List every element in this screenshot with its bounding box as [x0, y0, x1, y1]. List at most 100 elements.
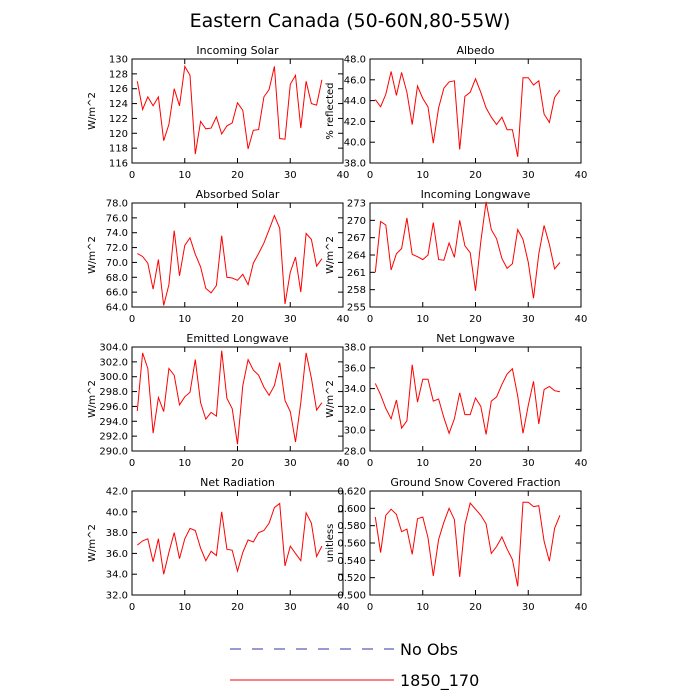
x-tick-label: 20 — [469, 314, 482, 325]
legend-label: 1850_170 — [400, 671, 479, 691]
y-tick-label: 292.0 — [99, 432, 128, 443]
y-tick-label: 116 — [109, 159, 128, 170]
x-tick-label: 30 — [284, 602, 297, 613]
y-tick-label: 42.0 — [344, 117, 366, 128]
y-tick-label: 36.0 — [344, 363, 366, 374]
plot-frame — [369, 202, 582, 308]
y-tick-label: 290.0 — [99, 447, 128, 458]
x-tick-label: 0 — [367, 602, 373, 613]
legend: No Obs 1850_170 — [230, 640, 479, 691]
series-line-1850_170 — [136, 502, 323, 575]
y-tick-label: 298.0 — [99, 387, 128, 398]
y-tick-label: 304.0 — [99, 343, 128, 354]
y-tick-label: 0.620 — [337, 487, 366, 498]
x-tick-label: 0 — [367, 458, 373, 469]
chart-main-title: Eastern Canada (50-60N,80-55W) — [190, 10, 511, 32]
x-tick-label: 0 — [129, 602, 135, 613]
y-axis-label: unitless — [325, 524, 336, 563]
y-tick-label: 0.580 — [337, 521, 366, 532]
y-axis-label: W/m^2 — [87, 524, 98, 562]
y-tick-label: 264 — [347, 251, 366, 262]
y-tick-label: 0.560 — [337, 539, 366, 550]
y-tick-label: 40.0 — [106, 507, 128, 518]
x-tick-label: 40 — [575, 602, 588, 613]
series-line-1850_170 — [136, 350, 323, 445]
panel-title: Incoming Solar — [196, 44, 279, 57]
x-tick-label: 0 — [129, 170, 135, 181]
x-tick-label: 10 — [178, 314, 191, 325]
y-tick-label: 74.0 — [106, 228, 128, 239]
y-tick-label: 38.0 — [344, 343, 366, 354]
x-tick-label: 30 — [284, 170, 297, 181]
y-axis-label: W/m^2 — [87, 92, 98, 130]
series-line-1850_170 — [374, 71, 561, 157]
y-axis-label: W/m^2 — [325, 380, 336, 418]
series-line-1850_170 — [374, 364, 560, 435]
plot-frame — [131, 58, 344, 164]
y-tick-label: 273 — [347, 199, 366, 210]
plot-frame — [131, 490, 344, 596]
x-tick-label: 20 — [231, 458, 244, 469]
y-tick-label: 68.0 — [106, 273, 128, 284]
y-tick-label: 66.0 — [106, 288, 128, 299]
y-tick-label: 0.540 — [337, 556, 366, 567]
y-tick-label: 48.0 — [344, 55, 366, 66]
x-tick-label: 40 — [575, 170, 588, 181]
x-tick-label: 40 — [575, 458, 588, 469]
x-tick-label: 30 — [522, 170, 535, 181]
y-tick-label: 0.520 — [337, 573, 366, 584]
y-tick-label: 38.0 — [344, 159, 366, 170]
panel-emitted-longwave: Emitted Longwave 0 10 20 30 40 290.0 292.0 294.0… — [87, 332, 349, 469]
y-tick-label: 124 — [109, 99, 128, 110]
y-tick-label: 46.0 — [344, 75, 366, 86]
y-tick-label: 72.0 — [106, 243, 128, 254]
panel-title: Net Longwave — [436, 332, 515, 345]
panel-title: Incoming Longwave — [421, 188, 531, 201]
y-tick-label: 44.0 — [344, 96, 366, 107]
series-line-1850_170 — [136, 64, 323, 155]
y-tick-label: 267 — [347, 233, 366, 244]
y-tick-label: 118 — [109, 144, 128, 155]
series-line-1850_170 — [374, 201, 561, 299]
y-tick-label: 302.0 — [99, 357, 128, 368]
panels-container: Incoming Solar 0 10 20 30 40 116 118 120 122 124 12… — [87, 44, 587, 613]
y-tick-label: 42.0 — [106, 487, 128, 498]
x-tick-label: 10 — [178, 170, 191, 181]
x-tick-label: 10 — [416, 170, 429, 181]
y-tick-label: 294.0 — [99, 417, 128, 428]
x-tick-label: 0 — [129, 314, 135, 325]
panel-incoming-solar: Incoming Solar 0 10 20 30 40 116 118 120 122 124 12… — [87, 44, 349, 181]
x-tick-label: 10 — [178, 458, 191, 469]
x-tick-label: 30 — [522, 314, 535, 325]
y-tick-label: 36.0 — [106, 549, 128, 560]
y-tick-label: 34.0 — [106, 570, 128, 581]
legend-label: No Obs — [400, 640, 458, 659]
y-tick-label: 261 — [347, 268, 366, 279]
x-tick-label: 30 — [522, 602, 535, 613]
x-tick-label: 40 — [337, 458, 350, 469]
x-tick-label: 30 — [522, 458, 535, 469]
x-tick-label: 0 — [367, 314, 373, 325]
y-tick-label: 32.0 — [106, 591, 128, 602]
panel-title: Ground Snow Covered Fraction — [390, 476, 560, 489]
x-tick-label: 40 — [575, 314, 588, 325]
panel-title: Emitted Longwave — [186, 332, 288, 345]
y-tick-label: 32.0 — [344, 405, 366, 416]
x-tick-label: 10 — [416, 602, 429, 613]
y-axis-label: % reflected — [325, 82, 336, 139]
panel-absorbed-solar: Absorbed Solar 0 10 20 30 40 64.0 66.0 68.0 70.0 7… — [87, 188, 349, 325]
x-tick-label: 40 — [337, 170, 350, 181]
plot-frame — [131, 346, 344, 452]
x-tick-label: 10 — [178, 602, 191, 613]
y-tick-label: 70.0 — [106, 258, 128, 269]
series-line-1850_170 — [137, 214, 323, 306]
y-tick-label: 122 — [109, 114, 128, 125]
y-axis-label: W/m^2 — [325, 236, 336, 274]
x-tick-label: 20 — [469, 458, 482, 469]
y-tick-label: 0.600 — [337, 504, 366, 515]
plot-frame — [131, 202, 344, 308]
y-tick-label: 78.0 — [106, 199, 128, 210]
x-tick-label: 20 — [469, 602, 482, 613]
